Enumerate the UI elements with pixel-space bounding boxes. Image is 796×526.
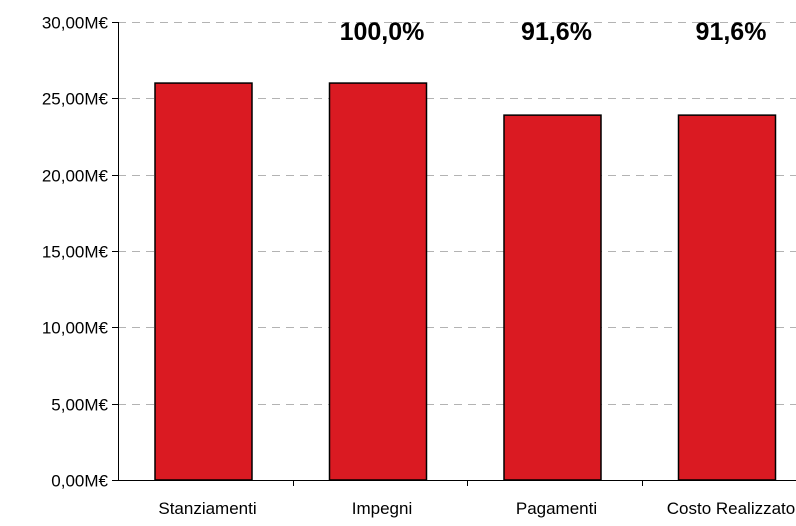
percent-label: 91,6% (521, 18, 592, 46)
bar (504, 115, 601, 480)
y-tick-label: 30,00M€ (42, 14, 109, 33)
x-tick-label: Stanziamenti (158, 499, 256, 518)
y-tick-label: 0,00M€ (51, 472, 108, 491)
percent-label: 100,0% (340, 18, 425, 46)
x-tick-label: Impegni (352, 499, 412, 518)
y-tick-label: 5,00M€ (51, 396, 108, 415)
percent-label: 91,6% (696, 18, 767, 46)
y-tick-label: 25,00M€ (42, 90, 109, 109)
y-tick-label: 15,00M€ (42, 243, 109, 262)
bar (155, 83, 252, 480)
bars (155, 83, 776, 480)
x-tick-label: Costo Realizzato (667, 499, 796, 518)
bar (679, 115, 776, 480)
x-tick-label: Pagamenti (516, 499, 597, 518)
y-tick-label: 10,00M€ (42, 319, 109, 338)
y-tick-label: 20,00M€ (42, 167, 109, 186)
bar (330, 83, 427, 480)
